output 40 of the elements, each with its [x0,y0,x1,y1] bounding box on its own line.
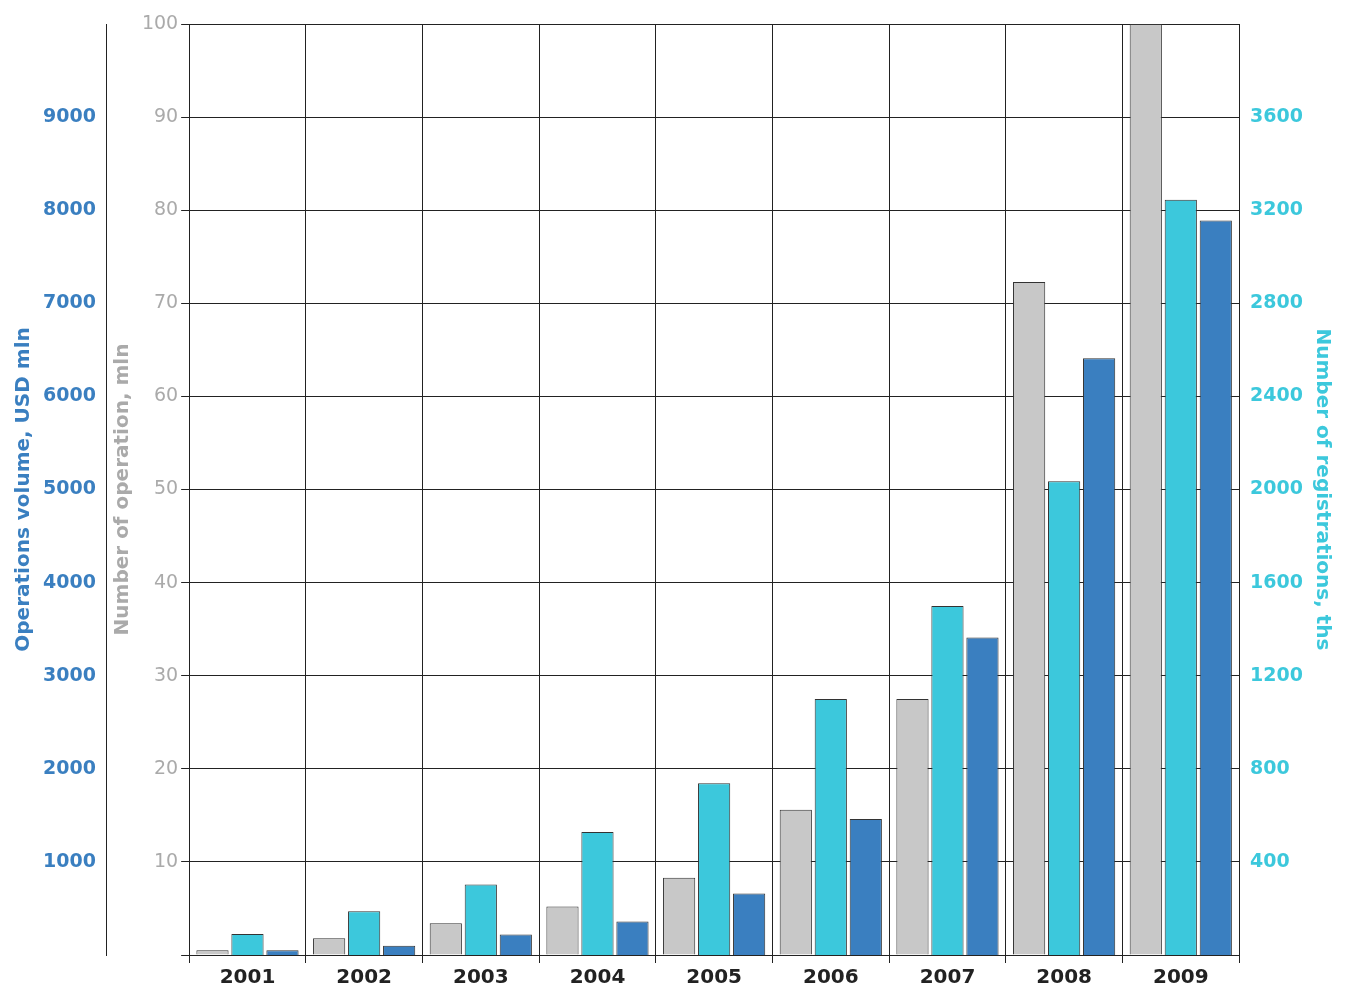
y3-tick-label: 2800 [1250,290,1304,313]
y2-tick-label: 2000 [42,755,96,778]
y2-axis-title: Operations volume, USD mln [10,327,35,652]
y-tick-label: 40 [153,569,179,592]
y2-tick-label: 8000 [42,197,96,220]
y-tick-label: 90 [153,104,179,127]
y3-tick-label: 3600 [1250,104,1304,127]
y-tick-label: 60 [153,383,179,406]
y3-tick-label: 3200 [1250,197,1304,220]
y-tick-label: 80 [153,197,179,220]
y3-tick-label: 1200 [1250,662,1304,685]
x-tick-label: 2007 [919,964,976,989]
x-tick-label: 2005 [686,964,742,989]
y2-tick-label: 7000 [42,290,96,313]
y-tick-label: 100 [141,10,179,33]
x-tick-label: 2003 [452,964,509,989]
y-tick-label: 10 [153,848,179,871]
x-tick-label: 2002 [336,964,392,989]
y-tick-label: 20 [153,755,179,778]
y2-tick-label: 5000 [42,476,96,499]
y2-tick-label: 1000 [42,848,96,871]
x-tick-label: 2001 [219,964,276,989]
y3-tick-label: 2000 [1250,476,1304,499]
y3-tick-label: 400 [1250,848,1290,871]
x-tick-label: 2006 [802,964,859,989]
y3-tick-label: 1600 [1250,569,1304,592]
y2-tick-label: 9000 [42,104,96,127]
y2-tick-label: 4000 [42,569,96,592]
x-tick-label: 2008 [1036,964,1092,989]
y-tick-label: 30 [153,662,179,685]
x-tick-label: 2004 [569,964,626,989]
y-tick-label: 70 [153,290,179,313]
y-tick-label: 50 [153,476,179,499]
y-axis-title: Number of operation, mln [109,343,134,636]
y2-tick-label: 6000 [42,383,96,406]
x-tick-label: 2009 [1152,964,1209,989]
y3-tick-label: 800 [1250,755,1290,778]
y3-tick-label: 2400 [1250,383,1304,406]
y3-axis-title: Number of registrations, ths [1311,328,1336,651]
y2-tick-label: 3000 [42,662,96,685]
